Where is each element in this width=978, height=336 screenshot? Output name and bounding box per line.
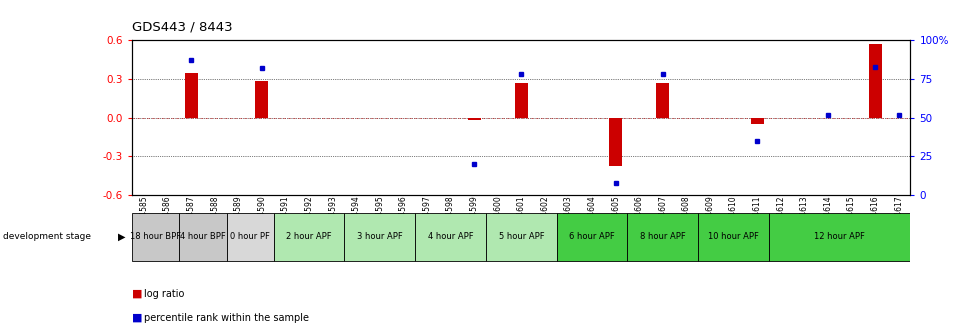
Text: GSM4616: GSM4616 [869,195,878,232]
Text: 4 hour APF: 4 hour APF [427,233,473,241]
Text: GSM4598: GSM4598 [446,195,455,232]
Text: 5 hour APF: 5 hour APF [498,233,544,241]
Text: 8 hour APF: 8 hour APF [640,233,685,241]
Text: percentile rank within the sample: percentile rank within the sample [144,312,309,323]
Text: GSM4586: GSM4586 [163,195,172,232]
Text: GSM4602: GSM4602 [540,195,549,232]
Text: GSM4601: GSM4601 [516,195,525,232]
Text: GSM4590: GSM4590 [257,195,266,232]
Text: GSM4606: GSM4606 [634,195,644,232]
FancyBboxPatch shape [415,213,485,261]
Text: 18 hour BPF: 18 hour BPF [130,233,181,241]
Text: 0 hour PF: 0 hour PF [230,233,270,241]
Text: GSM4596: GSM4596 [398,195,408,232]
Text: GSM4592: GSM4592 [304,195,313,232]
Text: ■: ■ [132,312,143,323]
FancyBboxPatch shape [344,213,415,261]
Text: GSM4615: GSM4615 [846,195,855,232]
Text: GSM4605: GSM4605 [610,195,619,232]
FancyBboxPatch shape [226,213,274,261]
Bar [255,81,268,118]
Text: GSM4608: GSM4608 [682,195,690,232]
Text: ▶: ▶ [117,232,125,242]
Text: GSM4597: GSM4597 [422,195,431,232]
FancyBboxPatch shape [132,213,179,261]
Text: development stage: development stage [3,233,91,241]
Text: GSM4593: GSM4593 [328,195,336,232]
Text: GSM4591: GSM4591 [281,195,289,232]
Text: GSM4613: GSM4613 [799,195,808,232]
Text: GSM4610: GSM4610 [729,195,737,232]
FancyBboxPatch shape [556,213,627,261]
Bar [514,83,527,118]
Text: GSM4617: GSM4617 [893,195,903,232]
Text: GSM4587: GSM4587 [187,195,196,232]
Text: GSM4585: GSM4585 [139,195,149,232]
Bar [655,83,669,118]
FancyBboxPatch shape [179,213,226,261]
Text: GDS443 / 8443: GDS443 / 8443 [132,20,233,33]
Text: GSM4612: GSM4612 [776,195,784,232]
Text: GSM4614: GSM4614 [822,195,831,232]
FancyBboxPatch shape [485,213,556,261]
FancyBboxPatch shape [697,213,768,261]
Text: ■: ■ [132,289,143,299]
Text: GSM4599: GSM4599 [469,195,478,232]
Text: 12 hour APF: 12 hour APF [814,233,865,241]
Text: GSM4589: GSM4589 [234,195,243,232]
Bar [608,118,621,166]
Text: GSM4604: GSM4604 [587,195,596,232]
Text: GSM4595: GSM4595 [375,195,384,232]
Text: 4 hour BPF: 4 hour BPF [180,233,226,241]
Bar [467,118,480,120]
Text: GSM4600: GSM4600 [493,195,502,232]
Text: 10 hour APF: 10 hour APF [707,233,758,241]
FancyBboxPatch shape [274,213,344,261]
FancyBboxPatch shape [768,213,910,261]
Text: 6 hour APF: 6 hour APF [568,233,614,241]
Text: GSM4607: GSM4607 [657,195,667,232]
FancyBboxPatch shape [627,213,697,261]
Text: 2 hour APF: 2 hour APF [286,233,332,241]
Bar [185,73,198,118]
Text: GSM4603: GSM4603 [563,195,572,232]
Text: 3 hour APF: 3 hour APF [357,233,402,241]
Text: GSM4611: GSM4611 [752,195,761,232]
Bar [867,44,880,118]
Text: log ratio: log ratio [144,289,184,299]
Text: GSM4588: GSM4588 [210,195,219,232]
Text: GSM4594: GSM4594 [351,195,360,232]
Text: GSM4609: GSM4609 [705,195,714,232]
Bar [750,118,763,124]
